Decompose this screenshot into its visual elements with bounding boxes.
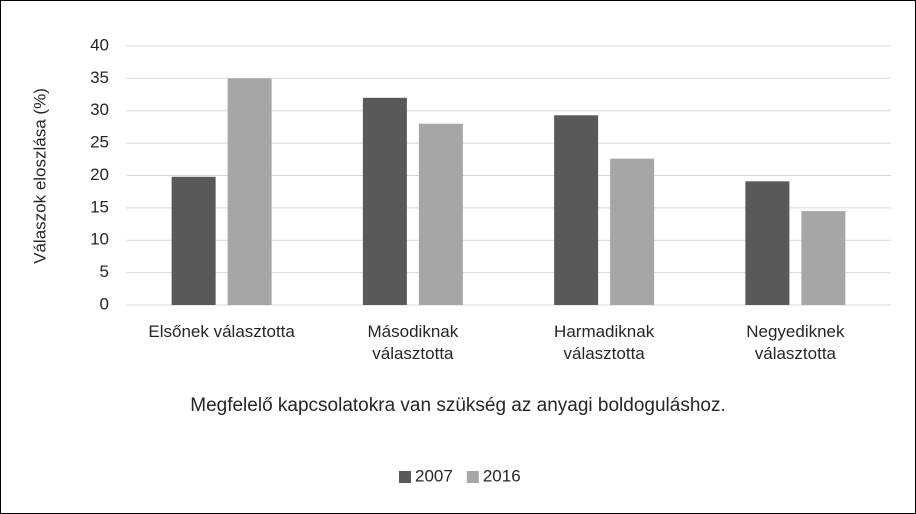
- legend-swatch: [399, 471, 411, 483]
- y-tick-label: 5: [100, 262, 109, 281]
- x-tick-label: Negyediknek választotta: [746, 322, 845, 363]
- bar: [362, 97, 407, 305]
- x-tick-label: Harmadiknak választotta: [554, 322, 655, 363]
- bar: [610, 158, 655, 305]
- y-tick-label: 15: [90, 197, 109, 216]
- y-axis-title: Válaszok eloszlása (%): [30, 88, 49, 264]
- y-tick-label: 20: [90, 165, 109, 184]
- bar: [171, 176, 216, 305]
- bar: [801, 211, 846, 305]
- x-tick-label: Elsőnek választotta: [148, 322, 295, 341]
- legend-label: 2007: [415, 466, 453, 485]
- x-axis-title: Megfelelő kapcsolatokra van szükség az a…: [190, 395, 726, 416]
- y-tick-label: 0: [100, 294, 109, 313]
- y-tick-label: 35: [90, 68, 109, 87]
- y-tick-label: 30: [90, 100, 109, 119]
- bar: [554, 115, 599, 305]
- legend-swatch: [466, 471, 479, 483]
- x-tick-label: Másodiknak választotta: [367, 322, 459, 363]
- y-tick-label: 40: [90, 35, 109, 54]
- bar: [418, 123, 463, 305]
- bar: [227, 78, 272, 305]
- bar: [745, 181, 790, 305]
- legend-label: 2016: [483, 466, 521, 485]
- y-tick-label: 10: [90, 230, 109, 249]
- y-tick-label: 25: [90, 133, 109, 152]
